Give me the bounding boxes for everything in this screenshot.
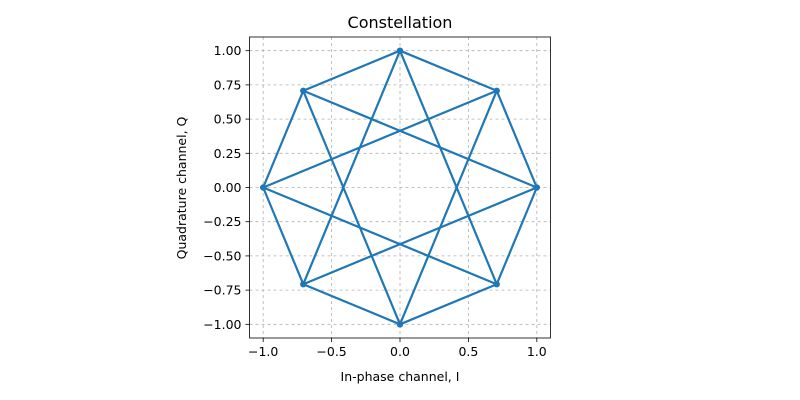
constellation-point — [396, 47, 404, 54]
series-layer — [259, 47, 541, 328]
series-segment — [495, 89, 538, 189]
y-tick-label: −0.50 — [203, 248, 241, 263]
series-segment — [302, 89, 538, 189]
y-axis-label: Quadrature channel, Q — [174, 116, 189, 259]
constellation-point — [533, 184, 541, 191]
y-tick-label: −0.25 — [203, 214, 241, 229]
y-tick-label: 0.00 — [214, 180, 242, 195]
constellation-point — [300, 87, 307, 94]
series-segment — [302, 49, 402, 286]
y-tick-label: 0.75 — [214, 77, 242, 92]
y-tick-label: 1.00 — [214, 43, 242, 58]
y-tick-label: −1.00 — [203, 317, 241, 332]
series-segment — [302, 49, 402, 92]
series-segment — [302, 186, 538, 286]
constellation-point — [300, 281, 307, 288]
series-segment — [262, 186, 305, 286]
series-segment — [398, 283, 498, 326]
constellation-point — [396, 321, 404, 328]
series-segment — [262, 186, 498, 286]
tick-layer: −1.0 −0.5 0.0 0.5 1.0 −1.00 −0.75 −0.50 −0.25 0.0… — [203, 43, 547, 359]
x-tick-label: 0.5 — [458, 344, 478, 359]
series-segment — [398, 49, 498, 92]
series-segment — [495, 186, 538, 286]
series-segment — [302, 89, 402, 326]
y-tick-label: 0.25 — [214, 146, 242, 161]
constellation-point — [493, 281, 500, 288]
constellation-point — [259, 184, 267, 191]
x-axis-label: In-phase channel, I — [341, 369, 460, 384]
series-segment — [262, 89, 305, 189]
constellation-point — [493, 87, 500, 94]
x-tick-label: −0.5 — [316, 344, 346, 359]
y-tick-label: 0.50 — [214, 112, 242, 127]
x-tick-label: 1.0 — [527, 344, 547, 359]
x-tick-label: 0.0 — [390, 344, 410, 359]
series-segment — [262, 89, 498, 189]
x-tick-label: −1.0 — [248, 344, 278, 359]
series-segment — [398, 49, 498, 286]
series-segment — [302, 283, 402, 326]
series-segment — [398, 89, 498, 326]
chart-title: Constellation — [348, 13, 453, 32]
y-tick-label: −0.75 — [203, 283, 241, 298]
